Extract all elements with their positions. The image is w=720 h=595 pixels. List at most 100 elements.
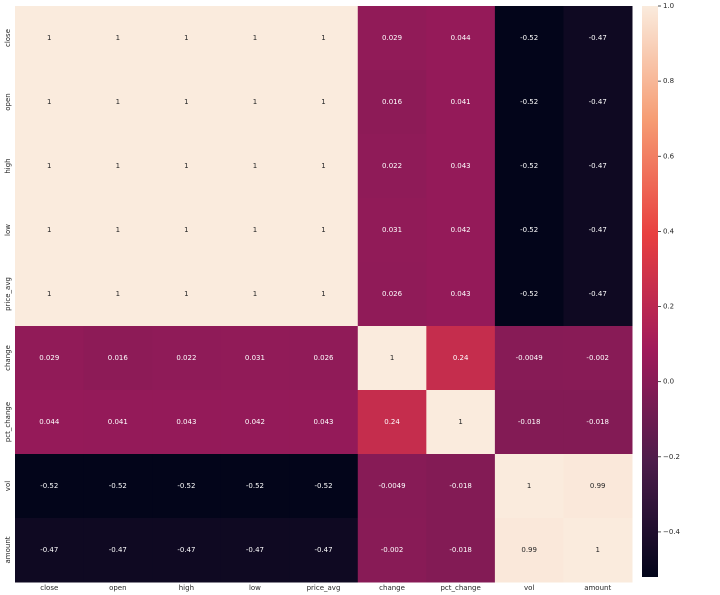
cell-label: 1 <box>253 226 257 234</box>
colorbar-tick-label: 0.2 <box>663 303 674 311</box>
cell-label: 0.041 <box>451 98 471 106</box>
heatmap-cell <box>289 518 359 583</box>
heatmap-cell <box>426 454 496 519</box>
heatmap-cell <box>15 6 85 71</box>
cell-label: 1 <box>116 162 120 170</box>
heatmap-cell <box>357 6 427 71</box>
heatmap-cell <box>289 262 359 327</box>
cell-label: 1 <box>253 162 257 170</box>
heatmap-cell <box>220 6 290 71</box>
cell-label: 1 <box>184 98 188 106</box>
heatmap-cell <box>220 518 290 583</box>
heatmap-cell <box>494 198 564 263</box>
heatmap-cell <box>15 454 85 519</box>
cell-label: 1 <box>253 98 257 106</box>
cell-label: -0.018 <box>449 482 472 490</box>
cell-label: 0.022 <box>382 162 402 170</box>
heatmap-cell <box>220 134 290 199</box>
heatmap-cell <box>357 518 427 583</box>
heatmap-cell <box>152 518 222 583</box>
cell-label: -0.47 <box>589 98 607 106</box>
heatmap-cell <box>152 6 222 71</box>
heatmap-cell <box>426 326 496 391</box>
cell-label: 0.029 <box>39 354 59 362</box>
cell-label: 0.99 <box>590 482 606 490</box>
cell-label: -0.47 <box>589 226 607 234</box>
heatmap-cell <box>15 70 85 135</box>
y-tick-label: vol <box>4 481 12 491</box>
heatmap-cell <box>83 262 153 327</box>
cell-label: 1 <box>321 162 325 170</box>
heatmap-cell <box>357 70 427 135</box>
heatmap-cell <box>426 198 496 263</box>
heatmap-cell <box>494 70 564 135</box>
cell-label: 0.031 <box>382 226 402 234</box>
heatmap-cell <box>563 198 633 263</box>
heatmap-cell <box>83 454 153 519</box>
cell-label: 0.043 <box>451 290 471 298</box>
cell-label: 0.043 <box>176 418 196 426</box>
cell-label: 1 <box>47 98 51 106</box>
cell-label: 1 <box>184 226 188 234</box>
x-tick-label: low <box>249 584 261 592</box>
cell-label: 0.026 <box>313 354 334 362</box>
cell-label: -0.52 <box>520 98 538 106</box>
heatmap-cell <box>220 70 290 135</box>
heatmap-cell <box>289 70 359 135</box>
heatmap-cell <box>15 326 85 391</box>
cell-label: 0.042 <box>451 226 471 234</box>
x-tick-label: open <box>109 584 126 592</box>
heatmap-cell <box>357 454 427 519</box>
y-tick-label: amount <box>4 536 12 563</box>
heatmap-cell <box>563 390 633 455</box>
x-tick-label: price_avg <box>307 584 341 592</box>
cell-label: -0.0049 <box>516 354 543 362</box>
heatmap-cell <box>426 390 496 455</box>
heatmap-cell <box>15 134 85 199</box>
cell-label: 0.043 <box>313 418 333 426</box>
y-tick-label: pct_change <box>4 402 12 442</box>
y-tick-label: open <box>4 93 12 110</box>
colorbar-tick-label: 1.0 <box>663 2 674 10</box>
heatmap-cell <box>426 518 496 583</box>
cell-label: -0.47 <box>589 162 607 170</box>
heatmap-cell <box>152 454 222 519</box>
cell-label: 0.022 <box>176 354 196 362</box>
colorbar-tick-label: 0.8 <box>663 77 674 85</box>
heatmap-cell <box>15 262 85 327</box>
x-tick-label: amount <box>584 584 611 592</box>
cell-label: 0.044 <box>451 34 472 42</box>
cell-label: 1 <box>321 290 325 298</box>
heatmap-cell <box>426 6 496 71</box>
heatmap-cell <box>220 390 290 455</box>
cell-label: 1 <box>321 98 325 106</box>
cell-label: 1 <box>47 162 51 170</box>
cell-label: 1 <box>184 290 188 298</box>
cell-label: 1 <box>47 226 51 234</box>
cell-label: -0.52 <box>40 482 58 490</box>
heatmap-cell <box>357 390 427 455</box>
x-tick-label: close <box>40 584 58 592</box>
heatmap-cell <box>563 454 633 519</box>
cell-label: -0.47 <box>589 290 607 298</box>
y-tick-label: change <box>4 345 12 371</box>
heatmap-cell <box>15 198 85 263</box>
heatmap-cell <box>83 6 153 71</box>
heatmap-cell <box>357 262 427 327</box>
x-tick-label: change <box>379 584 405 592</box>
heatmap-cell <box>220 326 290 391</box>
cell-label: -0.002 <box>586 354 609 362</box>
cell-label: 0.044 <box>39 418 60 426</box>
cell-label: -0.47 <box>177 546 195 554</box>
heatmap-cell <box>83 134 153 199</box>
heatmap-cell <box>563 326 633 391</box>
cell-label: 0.99 <box>521 546 537 554</box>
cell-label: 1 <box>390 354 394 362</box>
heatmap-cell <box>83 70 153 135</box>
heatmap-cell <box>426 70 496 135</box>
cell-label: -0.018 <box>586 418 609 426</box>
heatmap-cell <box>15 518 85 583</box>
cell-label: -0.52 <box>314 482 332 490</box>
heatmap-cell <box>220 454 290 519</box>
cell-label: 1 <box>47 290 51 298</box>
